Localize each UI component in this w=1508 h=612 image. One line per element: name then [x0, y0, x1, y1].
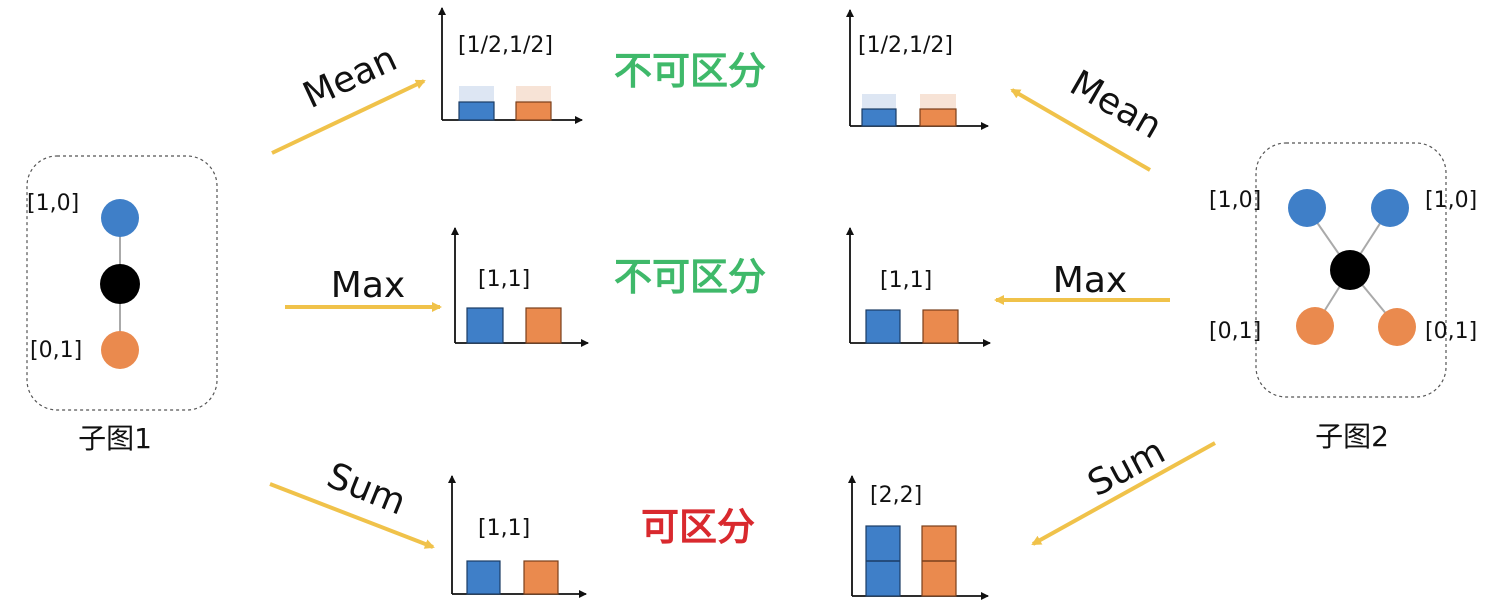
row-max: Max Max 不可区分 [1,1] [1,1]	[285, 227, 1170, 347]
mean-right-value-label: [1/2,1/2]	[858, 33, 953, 58]
subgraph-2-frame	[1255, 142, 1447, 398]
sum-left-bar-2	[523, 560, 559, 595]
mean-left-chart: [1/2,1/2]	[438, 7, 583, 124]
sum-right-arrow	[1031, 441, 1216, 546]
mean-right-chart: [1/2,1/2]	[846, 9, 989, 130]
subgraph-2-node-top-right	[1371, 189, 1409, 227]
max-left-chart: [1,1]	[451, 227, 589, 347]
mean-left-op-label: Mean	[297, 38, 403, 117]
max-right-chart: [1,1]	[846, 227, 991, 347]
mean-left-arrow	[271, 79, 426, 155]
mean-left-bar-1	[458, 101, 495, 121]
sum-verdict: 可区分	[641, 505, 755, 549]
subgraph-2-top-left-label: [1,0]	[1209, 188, 1261, 213]
subgraph-1-frame	[26, 155, 218, 411]
mean-left-ghost-bar-2	[516, 86, 551, 102]
subgraph-1-node-center	[100, 264, 140, 304]
subgraph-1-node-top	[101, 199, 139, 237]
sum-left-bar-1	[466, 560, 501, 595]
row-mean: Mean Mean 不可区分 [1/2,1/2] [1/2,1/2]	[271, 7, 1168, 172]
mean-right-bar-1	[861, 108, 897, 127]
subgraph-1-node-bottom	[101, 331, 139, 369]
subgraph-2-bottom-right-label: [0,1]	[1425, 319, 1477, 344]
subgraph-2-title: 子图2	[1315, 420, 1389, 453]
max-right-value-label: [1,1]	[880, 268, 932, 293]
max-left-bar-2	[525, 307, 562, 344]
subgraph-1-bottom-label: [0,1]	[30, 338, 82, 363]
subgraph-1-top-label: [1,0]	[27, 191, 79, 216]
mean-right-ghost-bar-2	[920, 94, 956, 109]
subgraph-1-title: 子图1	[78, 422, 152, 455]
max-left-value-label: [1,1]	[478, 267, 530, 292]
mean-left-value-label: [1/2,1/2]	[458, 33, 553, 58]
subgraph-2-node-bottom-right	[1378, 308, 1416, 346]
sum-left-chart: [1,1]	[448, 475, 587, 598]
sum-left-op-label: Sum	[321, 455, 411, 523]
subgraph-2-node-center	[1330, 250, 1370, 290]
mean-verdict: 不可区分	[614, 49, 766, 93]
subgraph-2-node-bottom-left	[1296, 307, 1334, 345]
max-verdict: 不可区分	[614, 255, 766, 299]
row-sum: Sum Sum 可区分 [1,1] [2,2]	[269, 431, 1216, 600]
mean-left-bar-2	[515, 101, 552, 121]
sum-right-chart: [2,2]	[848, 475, 989, 600]
max-right-bar-1	[865, 309, 901, 344]
mean-right-ghost-bar-1	[862, 94, 896, 109]
max-left-op-label: Max	[331, 265, 405, 306]
subgraph-2-node-top-left	[1288, 189, 1326, 227]
max-right-bar-2	[922, 309, 959, 344]
subgraph-2-top-right-label: [1,0]	[1425, 188, 1477, 213]
max-left-bar-1	[466, 307, 504, 344]
sum-left-value-label: [1,1]	[478, 516, 530, 541]
mean-right-arrow	[1010, 88, 1152, 172]
sum-right-value-label: [2,2]	[870, 483, 922, 508]
sum-left-arrow	[269, 482, 435, 549]
subgraph-2: [1,0] [1,0] [0,1] [0,1] 子图2	[1209, 142, 1477, 453]
mean-right-bar-2	[919, 108, 957, 127]
mean-left-ghost-bar-1	[459, 86, 494, 102]
max-right-op-label: Max	[1053, 260, 1127, 301]
subgraph-2-bottom-left-label: [0,1]	[1209, 319, 1261, 344]
mean-right-op-label: Mean	[1063, 63, 1168, 148]
subgraph-1: [1,0] [0,1] 子图1	[26, 155, 218, 455]
